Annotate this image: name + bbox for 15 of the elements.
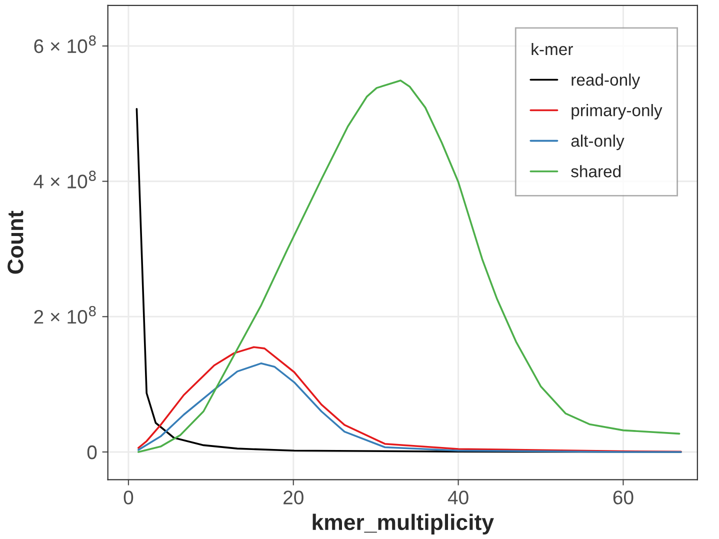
y-tick-label: 2 × 10$^{8}$ — [34, 306, 96, 324]
legend-label: shared — [571, 165, 621, 178]
x-tick-label: 20 — [284, 490, 304, 504]
y-axis-title: Count — [8, 210, 24, 274]
legend-label: primary-only — [572, 104, 662, 120]
legend-title: k-mer — [532, 42, 573, 56]
y-tick-label: 4 × 10$^{8}$ — [34, 170, 96, 188]
legend-label: read-only — [572, 73, 640, 90]
x-axis-title: kmer_multiplicity — [312, 514, 494, 535]
legend-label: alt-only — [571, 134, 624, 150]
y-tick-label: 6 × 10$^{8}$ — [34, 35, 96, 54]
y-tick-label: 0 — [87, 445, 97, 460]
x-tick-label: 60 — [613, 490, 634, 504]
x-tick-label: 0 — [124, 490, 134, 504]
x-tick-label: 40 — [448, 490, 468, 504]
